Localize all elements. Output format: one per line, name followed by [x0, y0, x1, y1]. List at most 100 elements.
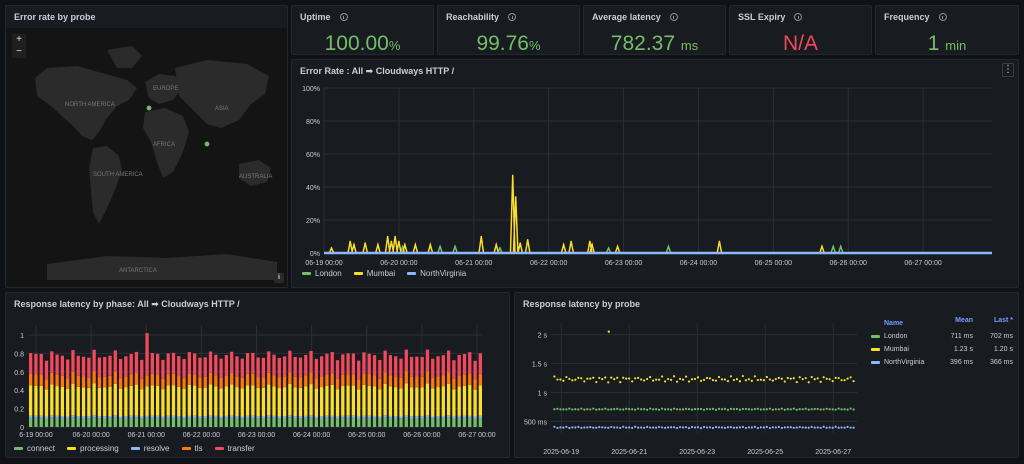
error-rate-chart[interactable]: 100% 80% 60% 40% 20% 0% 06-19 00:00 06-20 00:00… [292, 60, 1019, 288]
data-point-northvirginia [768, 426, 771, 430]
bar-segment-connect [240, 418, 244, 427]
data-point-mumbai [807, 381, 810, 384]
bar-segment-transfer [357, 360, 361, 380]
bar-segment-resolve [314, 416, 318, 419]
bar-segment-connect [198, 418, 202, 427]
bar-segment-connect [267, 417, 271, 427]
legend-item-connect[interactable]: connect [14, 444, 55, 453]
bar-segment-transfer [462, 354, 467, 375]
bar-segment-processing [92, 383, 96, 416]
legend-item-transfer[interactable]: transfer [214, 444, 255, 453]
zoom-in-button[interactable]: + [12, 34, 26, 46]
legend-item-mumbai[interactable]: Mumbai [353, 269, 395, 278]
bar-segment-resolve [272, 415, 276, 418]
legend-item-tls[interactable]: tls [181, 444, 203, 453]
data-point-london [846, 408, 849, 411]
bar-segment-transfer [150, 352, 154, 374]
info-icon[interactable] [508, 13, 517, 21]
bar-segment-tls [357, 379, 361, 390]
bar-segment-processing [140, 389, 144, 417]
bar-segment-tls [214, 375, 218, 387]
legend-item-northvirginia[interactable]: NorthVirginia [407, 269, 466, 278]
bar-segment-tls [478, 374, 482, 386]
data-point-london [675, 408, 679, 411]
data-point-london [735, 407, 739, 411]
bar-segment-resolve [261, 416, 266, 419]
legend-row-london[interactable]: London 711 ms 702 ms [871, 330, 1013, 343]
data-point-london [828, 408, 831, 411]
data-point-london [601, 408, 604, 411]
legend-row-northvirginia[interactable]: NorthVirginia 396 ms 366 ms [871, 356, 1013, 369]
data-point-mumbai [789, 377, 792, 380]
latency-by-probe-chart[interactable]: 2 s 1.5 s 1 s 500 ms 2025-06-19 2025-06-21 202… [515, 293, 1019, 458]
bar-segment-tls [60, 375, 65, 387]
bar-segment-connect [335, 418, 340, 427]
data-point-northvirginia [741, 425, 744, 429]
bar-segment-resolve [108, 416, 112, 418]
zoom-out-button[interactable]: − [12, 46, 26, 58]
data-point-northvirginia [759, 426, 762, 429]
bar-segment-transfer [214, 354, 218, 376]
legend-item-london[interactable]: London [302, 269, 342, 278]
data-point-northvirginia [714, 425, 718, 429]
bar-segment-connect [166, 417, 170, 427]
bar-segment-connect [145, 417, 149, 427]
bar-segment-resolve [66, 416, 70, 419]
legend-header-last[interactable]: Last * [993, 317, 1013, 324]
bar-segment-processing [415, 387, 419, 417]
bar-segment-resolve [468, 415, 472, 418]
bar-segment-transfer [272, 354, 276, 376]
legend-header-mean[interactable]: Mean [955, 317, 973, 324]
data-point-northvirginia [634, 425, 637, 428]
info-icon[interactable] [669, 13, 678, 21]
bar-segment-transfer [468, 352, 472, 374]
world-map[interactable]: NORTH AMERICA SOUTH AMERICA EUROPE AFRIC… [7, 28, 287, 287]
data-point-northvirginia [732, 426, 736, 429]
bar-segment-connect [383, 417, 387, 427]
info-icon[interactable] [339, 13, 348, 21]
bar-segment-resolve [71, 415, 75, 418]
info-icon[interactable] [938, 13, 947, 21]
bar-segment-transfer [267, 351, 271, 373]
data-point-northvirginia [616, 426, 619, 429]
panel-menu-button[interactable]: ⋮ [1002, 63, 1014, 77]
map-attribution-button[interactable]: i [274, 273, 284, 283]
legend-item-resolve[interactable]: resolve [130, 444, 170, 453]
bar-segment-connect [71, 417, 75, 427]
data-point-london [843, 408, 846, 411]
bar-segment-connect [293, 418, 297, 427]
bar-segment-processing [462, 385, 467, 416]
data-point-northvirginia [565, 425, 568, 428]
x-tick-label: 06-22 00:00 [183, 432, 220, 439]
data-point-northvirginia [834, 425, 837, 428]
legend-row-mumbai[interactable]: Mumbai 1.23 s 1.20 s [871, 343, 1013, 356]
data-point-mumbai [735, 377, 739, 381]
legend-item-processing[interactable]: processing [67, 444, 119, 453]
data-point-mumbai [583, 380, 586, 383]
data-point-mumbai [744, 379, 747, 382]
bar-segment-resolve [208, 415, 213, 418]
bar-segment-transfer [193, 353, 197, 375]
probe-marker-mumbai[interactable] [204, 141, 210, 147]
data-point-london [807, 408, 810, 411]
data-point-mumbai [495, 243, 498, 246]
data-point-london [595, 408, 598, 411]
info-icon[interactable] [794, 13, 803, 21]
probe-marker-london[interactable] [146, 105, 152, 111]
data-point-northvirginia [792, 426, 795, 429]
latency-by-phase-chart[interactable]: 1 0.8 0.6 0.4 0.2 06-19 00:00 06-20 00:00 06-21… [6, 293, 510, 458]
bar-segment-processing [39, 385, 43, 416]
data-point-london [583, 408, 586, 411]
data-point-mumbai [672, 375, 676, 378]
data-point-mumbai [729, 375, 733, 378]
bar-segment-processing [473, 389, 477, 417]
data-point-london [741, 407, 744, 411]
bar-segment-connect [134, 417, 139, 427]
bar-segment-tls [325, 374, 329, 386]
legend-header-name[interactable]: Name [884, 320, 904, 327]
bar-segment-processing [71, 383, 75, 416]
data-point-northvirginia [738, 426, 742, 429]
data-point-northvirginia [649, 426, 652, 429]
bar-segment-transfer [415, 356, 419, 377]
data-point-northvirginia [699, 427, 703, 430]
